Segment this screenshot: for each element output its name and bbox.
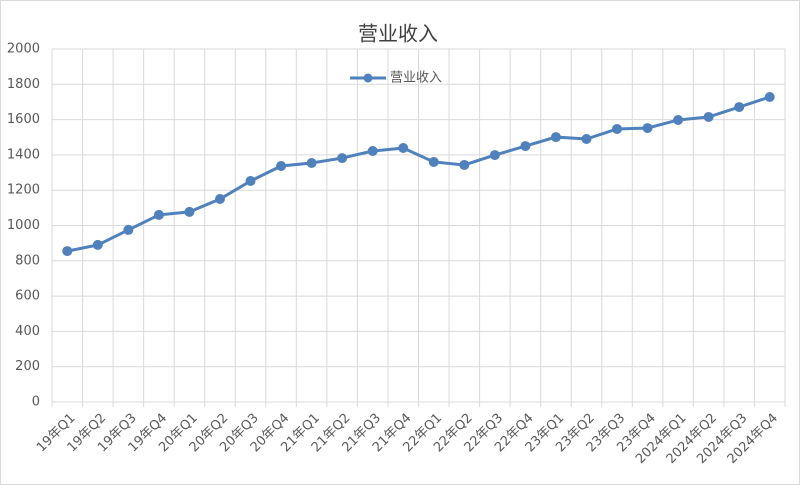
data-point — [550, 132, 561, 143]
y-tick-label: 2000 — [7, 42, 40, 57]
y-tick-label: 600 — [15, 289, 40, 304]
data-point — [184, 206, 195, 217]
data-point — [276, 161, 287, 172]
y-tick-label: 0 — [32, 395, 40, 410]
y-tick-label: 400 — [15, 324, 40, 339]
data-point — [581, 134, 592, 145]
data-point — [703, 111, 714, 122]
data-point — [92, 239, 103, 250]
data-point — [62, 246, 73, 257]
data-point — [123, 224, 134, 235]
data-point — [673, 114, 684, 125]
data-point — [337, 153, 348, 164]
data-point — [367, 146, 378, 157]
y-tick-label: 1000 — [7, 218, 40, 233]
data-point — [214, 194, 225, 205]
data-point — [642, 123, 653, 134]
legend-marker — [363, 73, 373, 83]
data-point — [153, 209, 164, 220]
data-point — [306, 158, 317, 169]
y-tick-label: 200 — [15, 359, 40, 374]
data-point — [398, 143, 409, 154]
y-tick-label: 1200 — [7, 183, 40, 198]
y-tick-label: 800 — [15, 253, 40, 268]
data-point — [734, 102, 745, 113]
y-tick-label: 1800 — [7, 77, 40, 92]
data-point — [489, 150, 500, 161]
data-point — [764, 92, 775, 103]
data-line — [66, 95, 771, 253]
data-point — [612, 123, 623, 134]
legend-label: 营业收入 — [390, 71, 442, 86]
y-tick-label: 1600 — [7, 112, 40, 127]
y-tick-label: 1400 — [7, 147, 40, 162]
data-point — [520, 141, 531, 152]
data-point — [245, 176, 256, 187]
data-point — [459, 159, 470, 170]
chart-title: 营业收入 — [358, 22, 438, 46]
data-point — [428, 156, 439, 167]
